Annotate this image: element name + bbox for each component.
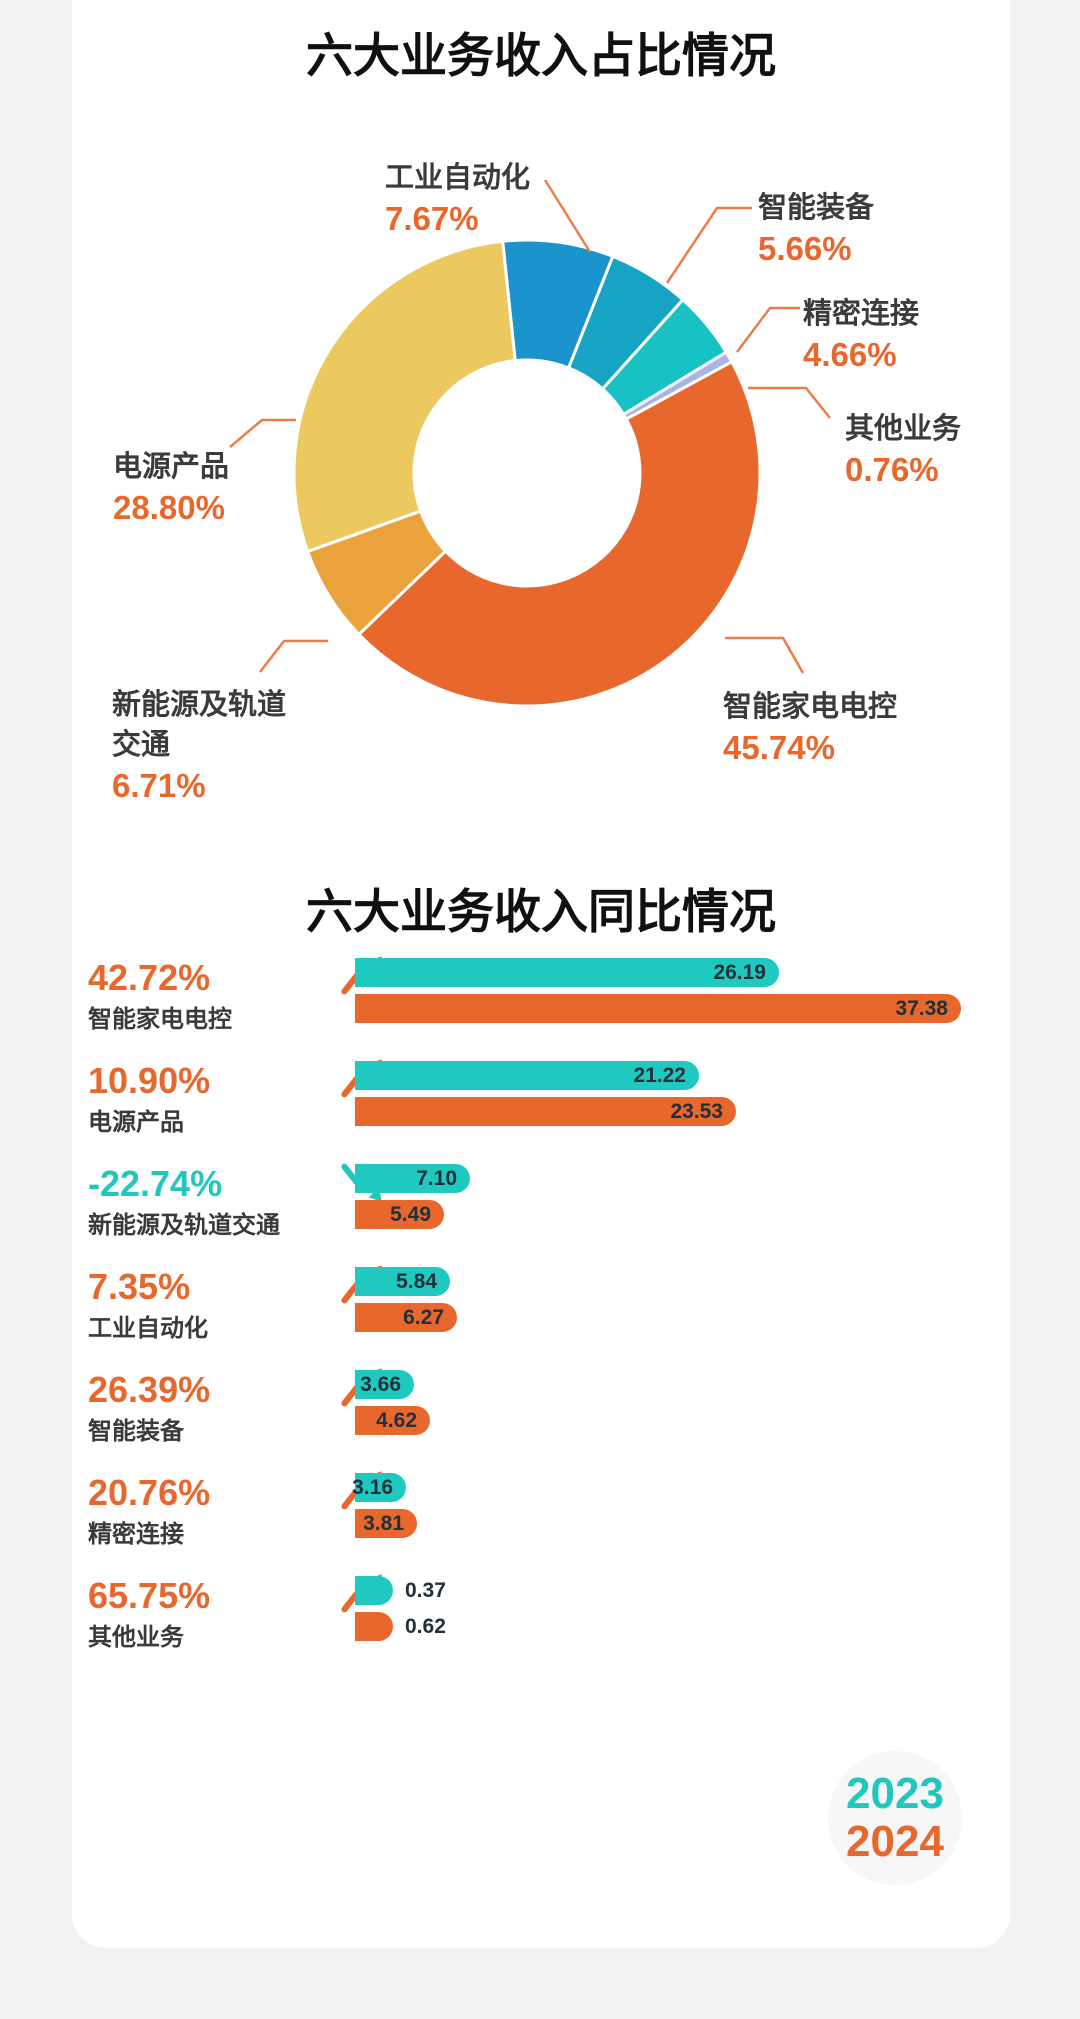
bar-2024: 37.38 <box>355 994 961 1023</box>
bar-group-left: 10.90% 电源产品 <box>88 1059 382 1137</box>
bar-value: 37.38 <box>895 997 948 1020</box>
yoy-change-percent: 10.90% <box>88 1060 211 1101</box>
bar-value: 23.53 <box>670 1100 723 1123</box>
donut-label-new-energy-rail: 新能源及轨道 交通 6.71% <box>112 689 287 804</box>
bar-group-left: 65.75% 其他业务 <box>88 1574 382 1652</box>
bar-value: 7.10 <box>416 1167 457 1190</box>
bar-group-label: 其他业务 <box>88 1624 184 1651</box>
bar-value: 3.16 <box>352 1476 393 1499</box>
donut-label-precision-connection: 精密连接 4.66% <box>803 298 920 373</box>
bar-group-left: -22.74% 新能源及轨道交通 <box>88 1163 382 1240</box>
bar-2023: 7.10 <box>355 1164 470 1193</box>
bar-group: 7.35% 工业自动化 5.84 6.27 <box>72 1265 1010 1342</box>
legend-years: 2023 2024 <box>828 1751 962 1885</box>
bar-value: 5.49 <box>390 1203 431 1226</box>
bar-pair: 21.22 23.53 <box>355 1061 736 1126</box>
donut-slice <box>357 360 762 708</box>
bar-value: 4.62 <box>376 1409 417 1432</box>
bar-group-label: 工业自动化 <box>88 1315 208 1342</box>
bar-chart-title: 六大业务收入同比情况 <box>306 885 776 938</box>
bar-chart: 42.72% 智能家电电控 26.19 37.38 10.90% 电源产品 21.22 2… <box>72 956 1010 1651</box>
leader-line <box>748 386 831 419</box>
bar-pair: 7.10 5.49 <box>355 1164 470 1229</box>
bar-value: 3.66 <box>360 1373 401 1396</box>
bar-group-label: 智能家电电控 <box>88 1006 232 1033</box>
bar-value: 6.27 <box>403 1306 444 1329</box>
yoy-change-percent: 42.72% <box>88 957 211 998</box>
leader-line <box>543 179 592 253</box>
infographic-card: 六大业务收入占比情况 工业自动化 7.67% 智能装备 5.66% 精密连接 4… <box>72 0 1010 1948</box>
bar-2023: 5.84 <box>355 1267 450 1296</box>
bar-pair: 3.16 3.81 <box>352 1473 417 1538</box>
bar-value: 21.22 <box>633 1064 686 1087</box>
bar-2023: 3.16 <box>352 1473 406 1502</box>
leader-line <box>736 306 800 353</box>
leader-line <box>229 418 296 448</box>
bar-pair: 3.66 4.62 <box>355 1370 430 1435</box>
bar-2024: 3.81 <box>355 1509 417 1538</box>
bar-2023: 3.66 <box>355 1370 414 1399</box>
donut-label-other-business: 其他业务 0.76% <box>845 413 962 488</box>
bar-group: 10.90% 电源产品 21.22 23.53 <box>72 1059 1010 1136</box>
bar-group-left: 26.39% 智能装备 <box>88 1368 382 1446</box>
leader-line <box>665 206 752 284</box>
bar-value: 5.84 <box>396 1270 437 1293</box>
bar-pair: 0.37 0.62 <box>355 1576 446 1641</box>
yoy-change-percent: 20.76% <box>88 1472 211 1513</box>
yoy-change-percent: 65.75% <box>88 1575 211 1616</box>
bar-group-left: 20.76% 精密连接 <box>88 1471 382 1549</box>
bar-2024: 4.62 <box>355 1406 430 1435</box>
legend-2023: 2023 <box>846 1769 944 1818</box>
bar-2024: 0.62 <box>355 1612 446 1641</box>
bar-group-left: 42.72% 智能家电电控 <box>88 956 382 1034</box>
bar-group-left: 7.35% 工业自动化 <box>88 1265 382 1343</box>
donut-label-industrial-automation: 工业自动化 7.67% <box>385 162 531 237</box>
bar-group: 65.75% 其他业务 0.37 0.62 <box>72 1574 1010 1651</box>
legend-2024: 2024 <box>846 1817 944 1866</box>
bar-2023: 26.19 <box>355 958 779 987</box>
bar-2024: 5.49 <box>355 1200 444 1229</box>
donut-label-smart-appliance-control: 智能家电电控 45.74% <box>723 691 898 766</box>
bar-value: 0.62 <box>405 1615 446 1638</box>
bar-group-label: 智能装备 <box>88 1418 184 1445</box>
yoy-change-percent: 26.39% <box>88 1369 211 1410</box>
bar-pair: 5.84 6.27 <box>355 1267 457 1332</box>
donut-slice <box>292 239 517 553</box>
bar-group: -22.74% 新能源及轨道交通 7.10 5.49 <box>72 1164 1010 1239</box>
bar-2023: 0.37 <box>355 1576 446 1605</box>
bar-value: 3.81 <box>363 1512 404 1535</box>
bar-2024: 6.27 <box>355 1303 457 1332</box>
leader-line <box>259 639 328 673</box>
bar-group: 42.72% 智能家电电控 26.19 37.38 <box>72 956 1010 1033</box>
bar-group: 26.39% 智能装备 3.66 4.62 <box>72 1368 1010 1445</box>
donut-label-power-products: 电源产品 28.80% <box>113 451 230 526</box>
bar-2024: 23.53 <box>355 1097 736 1126</box>
donut-label-smart-equipment: 智能装备 5.66% <box>758 192 875 267</box>
yoy-change-percent: -22.74% <box>88 1163 223 1204</box>
donut-chart-title: 六大业务收入占比情况 <box>306 29 776 82</box>
bar-value: 26.19 <box>713 961 766 984</box>
bar-group-label: 精密连接 <box>88 1521 184 1548</box>
bar-value: 0.37 <box>405 1579 446 1602</box>
bar-group-label: 电源产品 <box>88 1109 184 1136</box>
leader-line <box>725 636 805 674</box>
donut-chart: 工业自动化 7.67% 智能装备 5.66% 精密连接 4.66% 其他业务 0… <box>72 110 1010 820</box>
donut-svg <box>229 179 831 708</box>
bar-group: 20.76% 精密连接 3.16 3.81 <box>72 1471 1010 1548</box>
bar-2023: 21.22 <box>355 1061 699 1090</box>
yoy-change-percent: 7.35% <box>88 1266 191 1307</box>
bar-group-label: 新能源及轨道交通 <box>88 1212 280 1239</box>
bar-pair: 26.19 37.38 <box>355 958 961 1023</box>
